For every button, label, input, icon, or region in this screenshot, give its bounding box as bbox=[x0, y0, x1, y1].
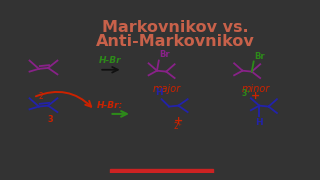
Text: H: H bbox=[255, 118, 263, 127]
Text: +: + bbox=[251, 91, 260, 102]
Text: 3: 3 bbox=[47, 115, 53, 124]
Text: Anti-Markovnikov: Anti-Markovnikov bbox=[96, 34, 255, 49]
Bar bbox=[110, 169, 213, 173]
Text: 2⁺: 2⁺ bbox=[174, 122, 183, 131]
Text: 2: 2 bbox=[38, 92, 43, 101]
Text: H-Br:: H-Br: bbox=[96, 101, 123, 110]
Text: Br: Br bbox=[160, 50, 170, 59]
Text: H: H bbox=[155, 88, 163, 97]
Text: Markovnikov vs.: Markovnikov vs. bbox=[102, 20, 249, 35]
Text: +: + bbox=[174, 116, 183, 126]
Text: 3⁺: 3⁺ bbox=[242, 89, 251, 98]
Text: minor: minor bbox=[241, 84, 270, 94]
Text: H-Br: H-Br bbox=[99, 56, 122, 65]
Text: Br: Br bbox=[255, 51, 265, 60]
Text: major: major bbox=[153, 84, 181, 94]
